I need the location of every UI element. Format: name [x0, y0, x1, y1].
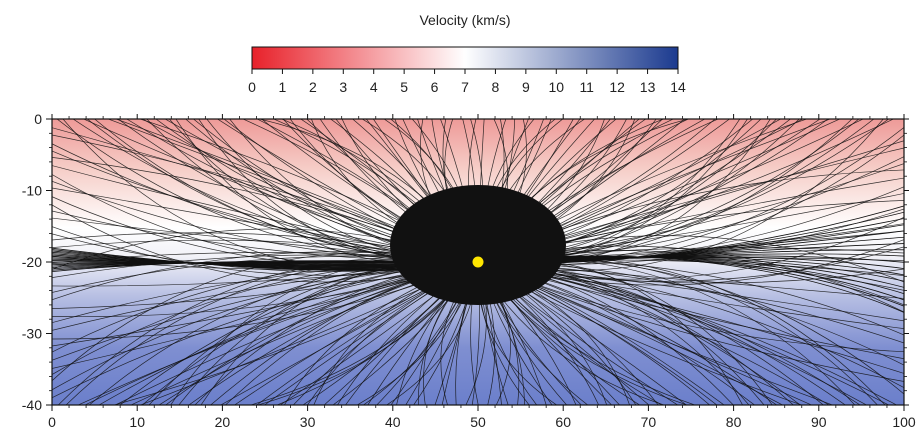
colorbar-tick-label: 4	[370, 79, 378, 95]
colorbar-tick-label: 3	[339, 79, 347, 95]
x-tick-label: 50	[470, 414, 486, 430]
colorbar-tick-label: 9	[522, 79, 530, 95]
colorbar-tick-label: 7	[461, 79, 469, 95]
colorbar-tick-label: 10	[548, 79, 564, 95]
colorbar-tick-label: 6	[431, 79, 439, 95]
colorbar-tick-label: 5	[400, 79, 408, 95]
colorbar-tick-label: 11	[579, 79, 594, 95]
colorbar-tick-label: 1	[279, 79, 287, 95]
colorbar-tick-label: 2	[309, 79, 317, 95]
colorbar-tick-label: 0	[248, 79, 256, 95]
x-tick-label: 60	[555, 414, 571, 430]
colorbar-ticks: 0 1 2 3 4 5 6 7 8 9 10 11 12 13 14	[248, 69, 686, 95]
y-tick-label: 0	[34, 111, 42, 127]
y-tick-label: -30	[22, 326, 42, 342]
y-tick-label: -20	[22, 254, 42, 270]
x-tick-label: 100	[892, 414, 916, 430]
x-tick-label: 90	[811, 414, 827, 430]
x-tick-label: 80	[726, 414, 742, 430]
colorbar-tick-label: 8	[492, 79, 500, 95]
ray-convergence-zone	[390, 185, 566, 305]
source-point	[472, 256, 484, 268]
y-axis-ticks: 0 -10 -20 -30 -40	[22, 111, 909, 413]
x-axis-ticks: 0 10 20 30 40 50 60 70 80 90 100	[48, 114, 916, 430]
x-tick-label: 70	[641, 414, 657, 430]
x-tick-label: 0	[48, 414, 56, 430]
x-tick-label: 40	[385, 414, 401, 430]
colorbar-tick-label: 14	[670, 79, 686, 95]
colorbar-tick-label: 12	[609, 79, 625, 95]
x-tick-label: 20	[215, 414, 231, 430]
colorbar-title: Velocity (km/s)	[419, 12, 510, 28]
x-tick-label: 10	[129, 414, 145, 430]
y-tick-label: -10	[22, 183, 42, 199]
x-tick-label: 30	[300, 414, 316, 430]
colorbar	[251, 46, 679, 70]
y-tick-label: -40	[22, 397, 42, 413]
colorbar-tick-label: 13	[640, 79, 656, 95]
